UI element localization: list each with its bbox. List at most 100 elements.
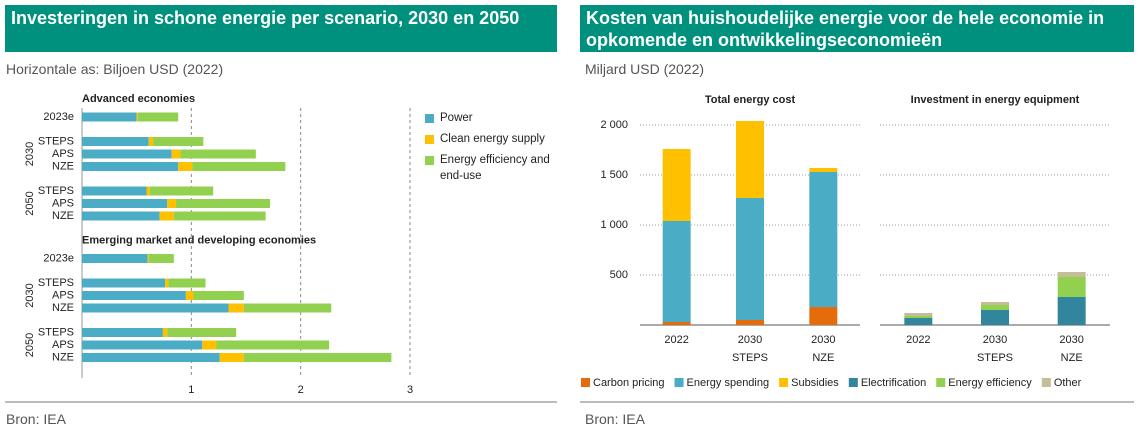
group-label: 2030 <box>24 283 36 307</box>
bar-segment <box>82 112 137 122</box>
bar-segment <box>162 328 168 337</box>
bar-segment <box>193 291 244 300</box>
bar-segment <box>981 302 1009 305</box>
bar-segment <box>82 254 148 263</box>
x-tick-label: 1 <box>188 384 194 396</box>
bar-segment <box>82 199 168 208</box>
bar-segment <box>736 198 764 320</box>
legend-item: Clean energy supply <box>425 131 553 147</box>
x-tick-label: 2030 <box>811 334 835 346</box>
bar-segment <box>165 278 169 288</box>
x-tick-label: 2030 <box>1059 334 1083 346</box>
bar-segment <box>82 303 229 313</box>
x-tick-label: 2030 <box>983 334 1007 346</box>
bar-segment <box>243 353 392 362</box>
bar-segment <box>82 186 147 196</box>
legend-label: Clean energy supply <box>440 133 545 145</box>
bar-segment <box>168 278 206 288</box>
bar-segment <box>185 291 194 300</box>
bar-segment <box>82 353 220 362</box>
bar-segment <box>981 305 1009 310</box>
legend-label: Other <box>1054 377 1082 389</box>
group-label: 2030 <box>24 142 36 166</box>
bar-segment <box>82 328 163 337</box>
bar-segment <box>180 149 256 159</box>
bar-segment <box>82 211 160 221</box>
legend-label: Power <box>440 112 473 124</box>
y-tick-label: STEPS <box>38 185 74 197</box>
bar-segment <box>809 172 838 307</box>
y-tick-label: STEPS <box>38 326 74 338</box>
header: Kosten van huishoudelijke energie voor d… <box>580 5 1134 52</box>
legend: Power Clean energy supply Energy efficienc… <box>425 110 553 189</box>
panel-title: Total energy cost <box>705 94 796 106</box>
x-tick-sublabel: STEPS <box>732 352 768 364</box>
legend-swatch <box>779 378 789 387</box>
bar-segment <box>159 211 174 221</box>
bar-segment <box>662 221 691 322</box>
legend-label: Subsidies <box>791 377 839 389</box>
x-tick-label: 2022 <box>664 334 688 346</box>
bar-segment <box>809 168 838 172</box>
bar-segment <box>137 112 179 122</box>
legend-label: Carbon pricing <box>593 377 665 389</box>
y-tick-label: NZE <box>52 302 74 314</box>
legend-item: Power <box>425 110 553 126</box>
y-tick-label: STEPS <box>38 135 74 147</box>
y-tick-label: NZE <box>52 160 74 172</box>
bar-segment <box>904 318 933 325</box>
bar-segment <box>1057 272 1086 277</box>
bar-segment <box>136 112 138 122</box>
bar-segment <box>243 303 332 313</box>
group-label: 2050 <box>24 333 36 357</box>
legend-label: Energy efficiency and end-use <box>440 154 550 182</box>
bar-segment <box>82 162 179 171</box>
bar-segment <box>904 316 933 318</box>
group-label: 2050 <box>24 191 36 215</box>
legend-swatch <box>425 114 434 123</box>
bar-segment <box>148 137 154 146</box>
y-tick-label: STEPS <box>38 277 74 289</box>
x-tick-label: 2 <box>298 384 304 396</box>
bar-segment <box>82 340 203 350</box>
legend-swatch <box>936 378 946 387</box>
bar-segment <box>216 340 330 350</box>
x-tick-sublabel: NZE <box>1061 352 1083 364</box>
legend-label: Energy spending <box>687 377 770 389</box>
bar-segment <box>1057 297 1086 325</box>
source: Bron: IEA <box>585 411 645 427</box>
legend-swatch <box>848 378 858 387</box>
bar-segment <box>228 303 244 313</box>
bar-segment <box>146 186 150 196</box>
bar-segment <box>82 278 166 288</box>
subtitle: Miljard USD (2022) <box>585 61 705 77</box>
bar-segment <box>171 149 181 159</box>
panel-title: Investment in energy equipment <box>911 94 1080 106</box>
source: Bron: IEA <box>6 411 66 427</box>
y-tick-label: 500 <box>610 269 628 281</box>
legend-swatch <box>425 156 434 165</box>
y-tick-label: NZE <box>52 351 74 363</box>
bar-segment <box>149 186 214 196</box>
x-tick-sublabel: NZE <box>812 352 834 364</box>
y-tick-label: 1 000 <box>600 219 628 231</box>
bar-segment <box>981 310 1009 325</box>
legend-label: Electrification <box>861 377 926 389</box>
bar-segment <box>178 162 193 171</box>
x-tick-sublabel: STEPS <box>977 352 1013 364</box>
bar-segment <box>153 137 204 146</box>
header: Investeringen in schone energie per scen… <box>5 5 557 52</box>
bar-segment <box>1057 277 1086 297</box>
bar-segment <box>202 340 217 350</box>
bar-segment <box>904 313 933 316</box>
y-tick-label: 1 500 <box>600 169 628 181</box>
bar-segment <box>736 320 764 325</box>
y-tick-label: 2023e <box>43 252 74 264</box>
divider <box>5 401 557 403</box>
bar-segment <box>167 199 177 208</box>
bar-segment <box>167 328 237 337</box>
bar-segment <box>662 322 691 325</box>
bar-segment <box>148 254 174 263</box>
x-tick-label: 3 <box>407 384 413 396</box>
